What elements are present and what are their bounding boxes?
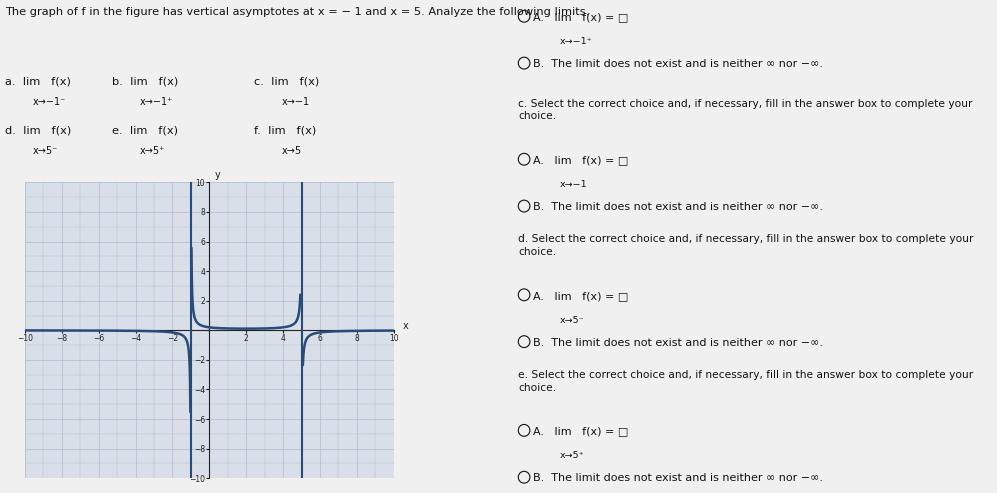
Text: d. Select the correct choice and, if necessary, fill in the answer box to comple: d. Select the correct choice and, if nec…: [518, 234, 974, 257]
Text: c. Select the correct choice and, if necessary, fill in the answer box to comple: c. Select the correct choice and, if nec…: [518, 99, 973, 121]
Text: x→5⁺: x→5⁺: [140, 146, 166, 156]
Text: x→5⁻: x→5⁻: [33, 146, 58, 156]
Text: a.  lim   f(x): a. lim f(x): [5, 76, 71, 86]
Text: A.   lim   f(x) = □: A. lim f(x) = □: [532, 12, 628, 22]
Text: x→−1⁻: x→−1⁻: [33, 97, 67, 107]
Text: x→−1⁺: x→−1⁺: [559, 37, 592, 46]
Text: x→−1: x→−1: [559, 180, 587, 189]
Text: x→5⁻: x→5⁻: [559, 316, 584, 324]
Text: x→5⁺: x→5⁺: [559, 451, 584, 460]
Text: B.  The limit does not exist and is neither ∞ nor −∞.: B. The limit does not exist and is neith…: [532, 202, 823, 212]
Text: e.  lim   f(x): e. lim f(x): [112, 126, 177, 136]
Text: The graph of f in the figure has vertical asymptotes at x = − 1 and x = 5. Analy: The graph of f in the figure has vertica…: [5, 7, 589, 17]
Text: x→−1⁺: x→−1⁺: [140, 97, 173, 107]
Text: A.   lim   f(x) = □: A. lim f(x) = □: [532, 426, 628, 436]
Text: x→5: x→5: [282, 146, 302, 156]
Text: b.  lim   f(x): b. lim f(x): [112, 76, 178, 86]
Text: y: y: [215, 170, 220, 180]
Text: A.   lim   f(x) = □: A. lim f(x) = □: [532, 291, 628, 301]
Text: B.  The limit does not exist and is neither ∞ nor −∞.: B. The limit does not exist and is neith…: [532, 59, 823, 69]
Text: x: x: [403, 321, 409, 331]
Text: B.  The limit does not exist and is neither ∞ nor −∞.: B. The limit does not exist and is neith…: [532, 338, 823, 348]
Text: A.   lim   f(x) = □: A. lim f(x) = □: [532, 155, 628, 165]
Text: x→−1: x→−1: [282, 97, 310, 107]
Text: e. Select the correct choice and, if necessary, fill in the answer box to comple: e. Select the correct choice and, if nec…: [518, 370, 973, 392]
Text: d.  lim   f(x): d. lim f(x): [5, 126, 72, 136]
Text: B.  The limit does not exist and is neither ∞ nor −∞.: B. The limit does not exist and is neith…: [532, 473, 823, 483]
Text: c.  lim   f(x): c. lim f(x): [254, 76, 319, 86]
Text: f.  lim   f(x): f. lim f(x): [254, 126, 316, 136]
